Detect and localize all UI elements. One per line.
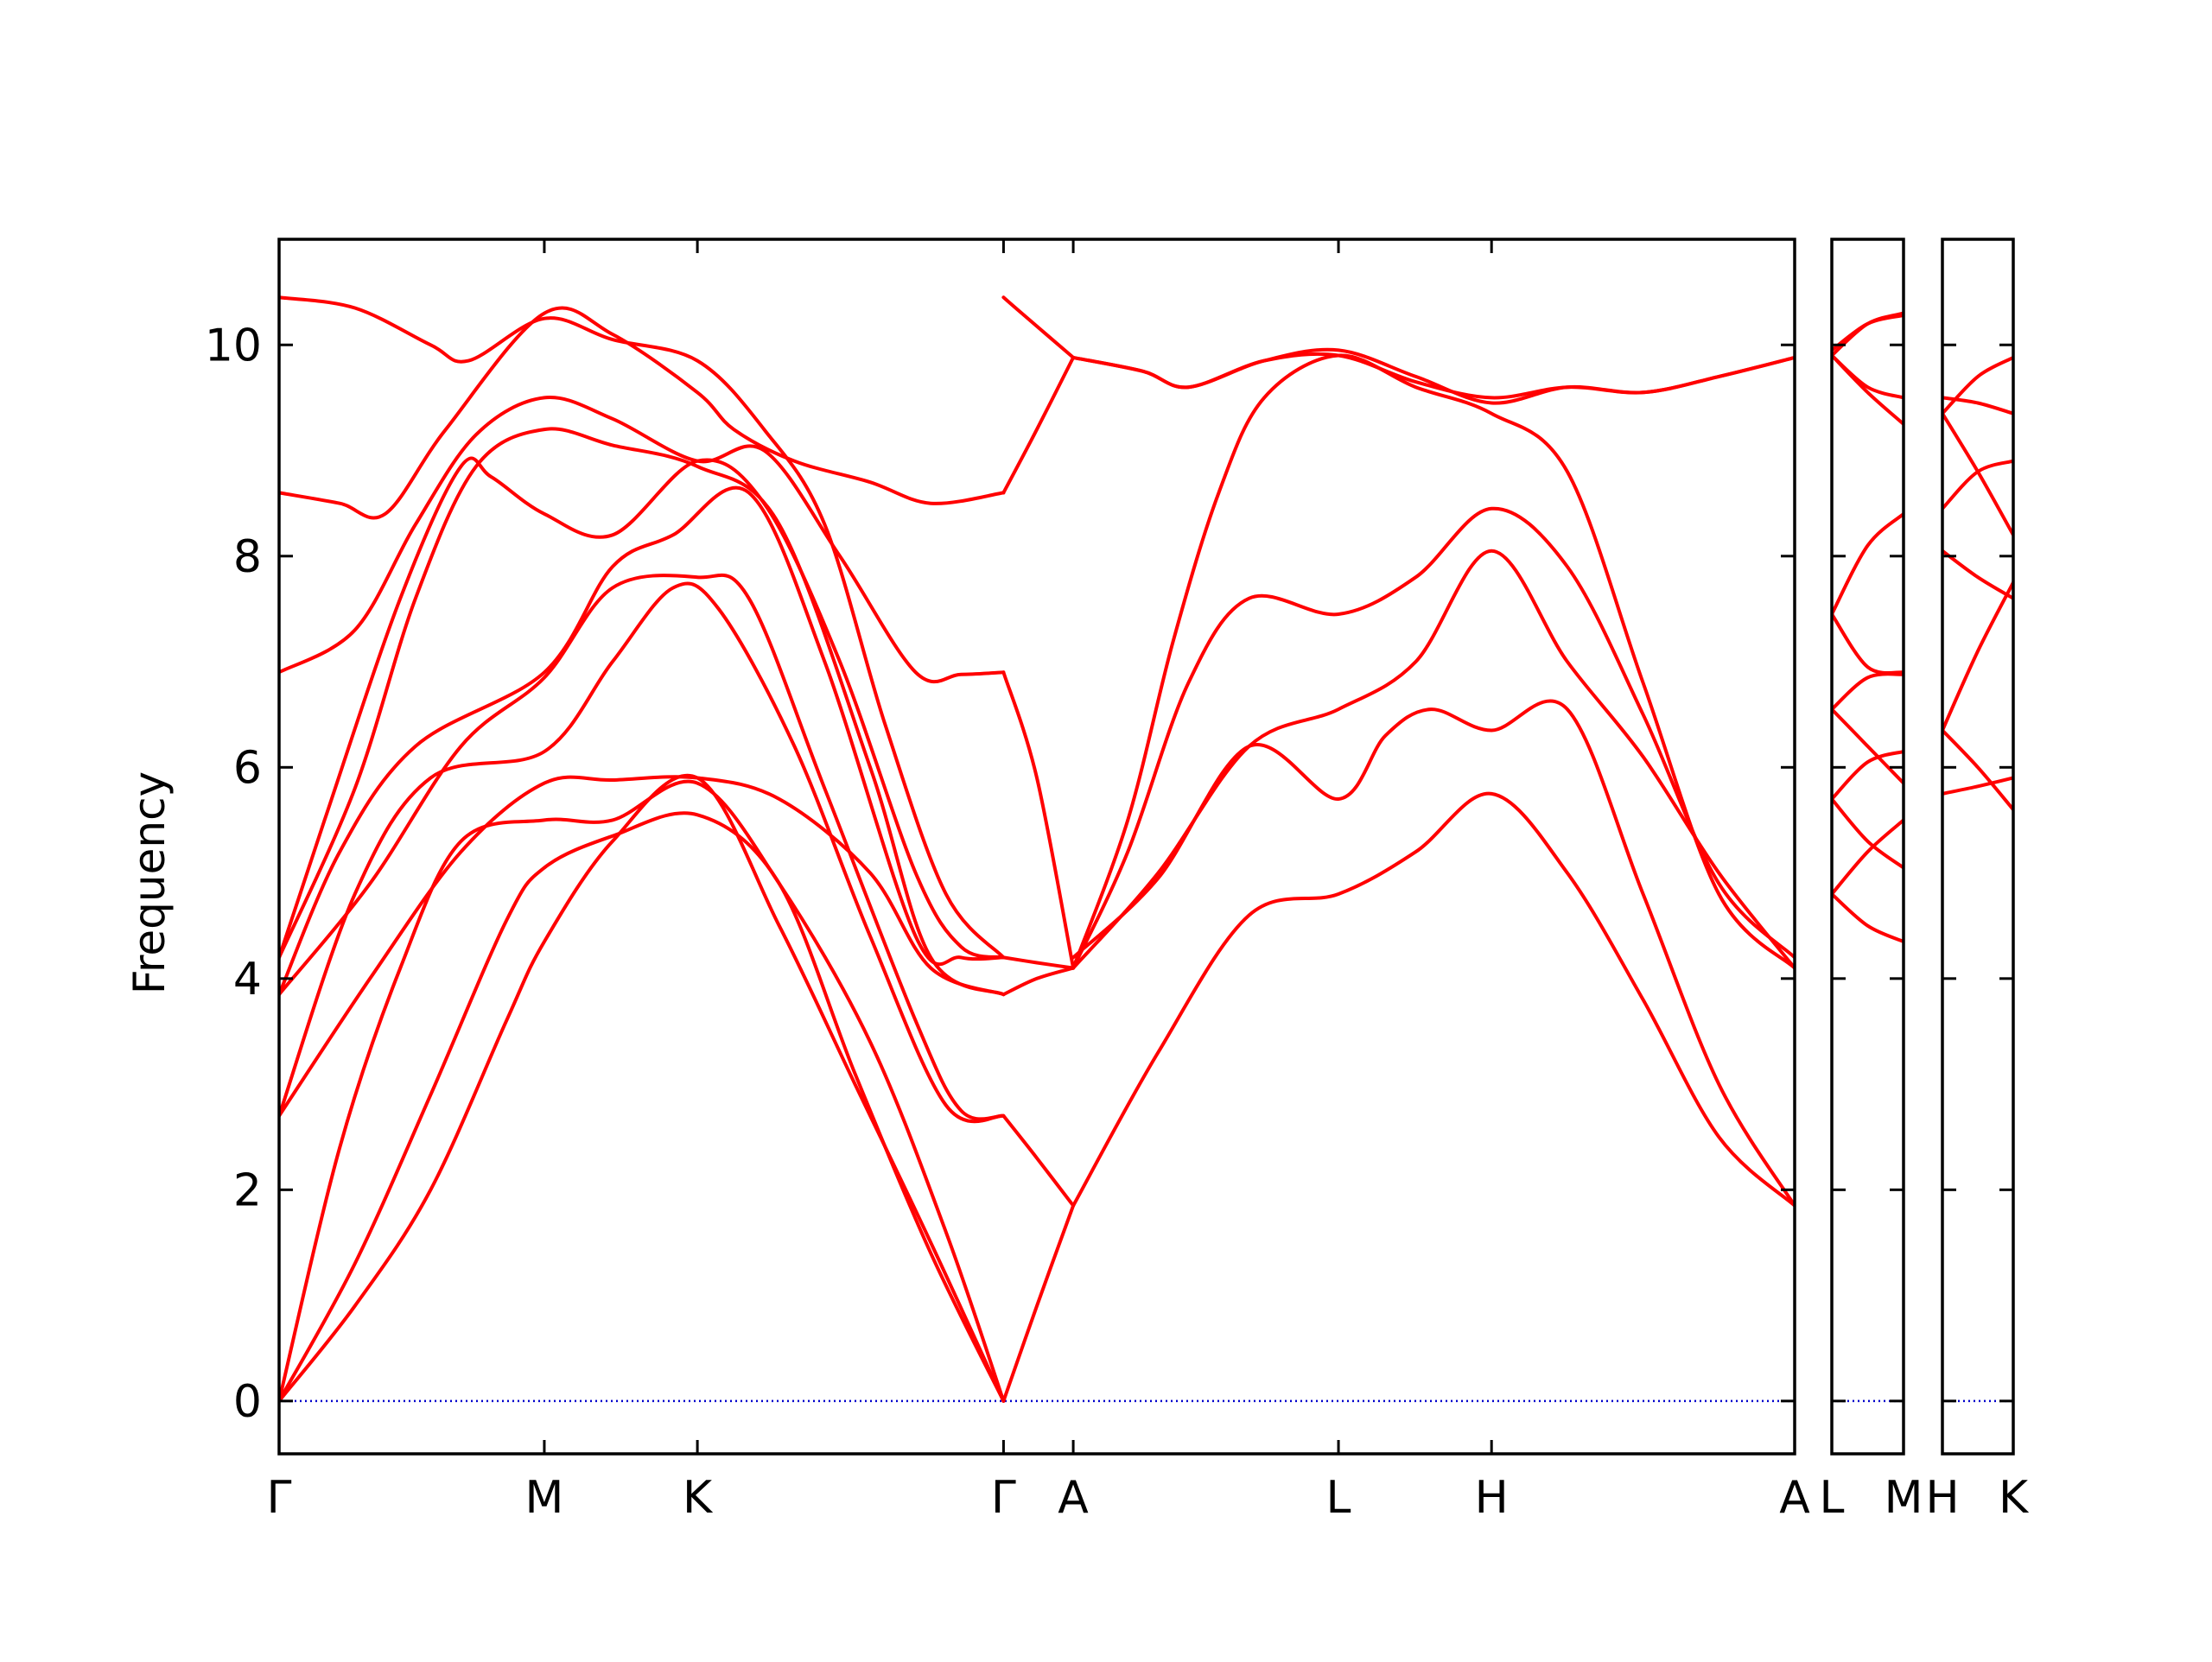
band-line-main-1: [279, 811, 1006, 1403]
y-axis-label: Frequency: [124, 771, 175, 994]
band-line-H-K-1: [1942, 355, 2013, 416]
band-line-H-K-7: [1942, 776, 2013, 796]
x-tick-label: L: [1820, 1472, 1845, 1524]
panel-main-bands: [279, 295, 1795, 1403]
panel-frame-L-M: [1830, 238, 1905, 1456]
band-line-main-5: [279, 573, 1006, 1121]
x-tick-label: Γ: [267, 1472, 292, 1524]
band-line-H-K-4: [1942, 549, 2013, 600]
band-line-main-17: [1001, 1113, 1076, 1208]
band-line-H-K-2: [1942, 411, 2013, 537]
band-line-H-K-0: [1942, 396, 2013, 416]
band-line-L-M-8: [1832, 750, 1904, 801]
band-line-main-18: [1001, 1203, 1076, 1403]
band-line-L-M-6: [1832, 672, 1904, 712]
panel-frame-main: [277, 238, 1796, 1456]
band-line-H-K-3: [1942, 459, 2013, 511]
band-line-L-M-3: [1832, 353, 1904, 426]
x-tick-label: M: [1885, 1472, 1923, 1524]
band-line-L-M-10: [1832, 818, 1904, 896]
frames-layer: [277, 238, 2015, 1456]
band-line-main-13: [1001, 355, 1076, 495]
band-line-main-9: [279, 396, 1006, 684]
band-line-main-12: [1001, 295, 1076, 359]
band-line-main-22: [1071, 506, 1795, 970]
panel-H-K-bands: [1942, 355, 2013, 1403]
band-line-main-19: [1071, 352, 1795, 400]
band-line-L-M-0: [1832, 311, 1904, 358]
x-tick-label: H: [1475, 1472, 1509, 1524]
band-line-main-24: [1071, 699, 1795, 1208]
band-line-main-15: [1001, 955, 1076, 970]
band-line-main-11: [279, 295, 1006, 960]
ticks-layer: [277, 239, 2015, 1454]
y-tick-label: 8: [233, 531, 262, 583]
x-tick-label: H: [1925, 1472, 1959, 1524]
band-line-main-8: [279, 427, 1006, 997]
y-tick-label: 0: [233, 1376, 262, 1428]
panel-L-M-bands: [1832, 311, 1904, 1403]
x-tick-label: A: [1058, 1472, 1089, 1524]
band-line-main-7: [279, 456, 1006, 960]
band-line-main-25: [1071, 791, 1795, 1208]
band-line-L-M-7: [1832, 707, 1904, 785]
band-line-main-21: [1071, 353, 1795, 970]
band-line-main-6: [279, 485, 1006, 997]
x-tick-label: K: [1999, 1472, 2030, 1524]
x-tick-label: K: [683, 1472, 714, 1524]
band-line-L-M-5: [1832, 612, 1904, 676]
y-tick-label: 10: [205, 320, 262, 371]
y-tick-label: 2: [233, 1164, 262, 1216]
band-line-main-0: [279, 773, 1006, 1403]
bands-layer: [279, 295, 2013, 1403]
panel-frame-H-K: [1941, 238, 2015, 1456]
band-line-main-3: [279, 775, 1006, 1118]
band-line-L-M-11: [1832, 892, 1904, 943]
x-tick-label: L: [1326, 1472, 1351, 1524]
band-line-L-M-4: [1832, 511, 1904, 616]
band-line-H-K-5: [1942, 580, 2013, 733]
band-line-H-K-6: [1942, 728, 2013, 812]
y-tick-label: 4: [233, 954, 262, 1005]
x-tick-label: Γ: [991, 1472, 1016, 1524]
y-tick-label: 6: [233, 742, 262, 794]
band-line-main-20: [1071, 347, 1795, 405]
band-line-L-M-9: [1832, 797, 1904, 870]
band-line-main-4: [279, 581, 1006, 1124]
x-tick-label: A: [1779, 1472, 1810, 1524]
band-line-main-14: [1001, 670, 1076, 970]
band-line-main-2: [279, 779, 1006, 1403]
x-tick-label: M: [525, 1472, 564, 1524]
band-line-main-10: [279, 306, 1006, 520]
band-line-main-16: [1001, 966, 1076, 997]
